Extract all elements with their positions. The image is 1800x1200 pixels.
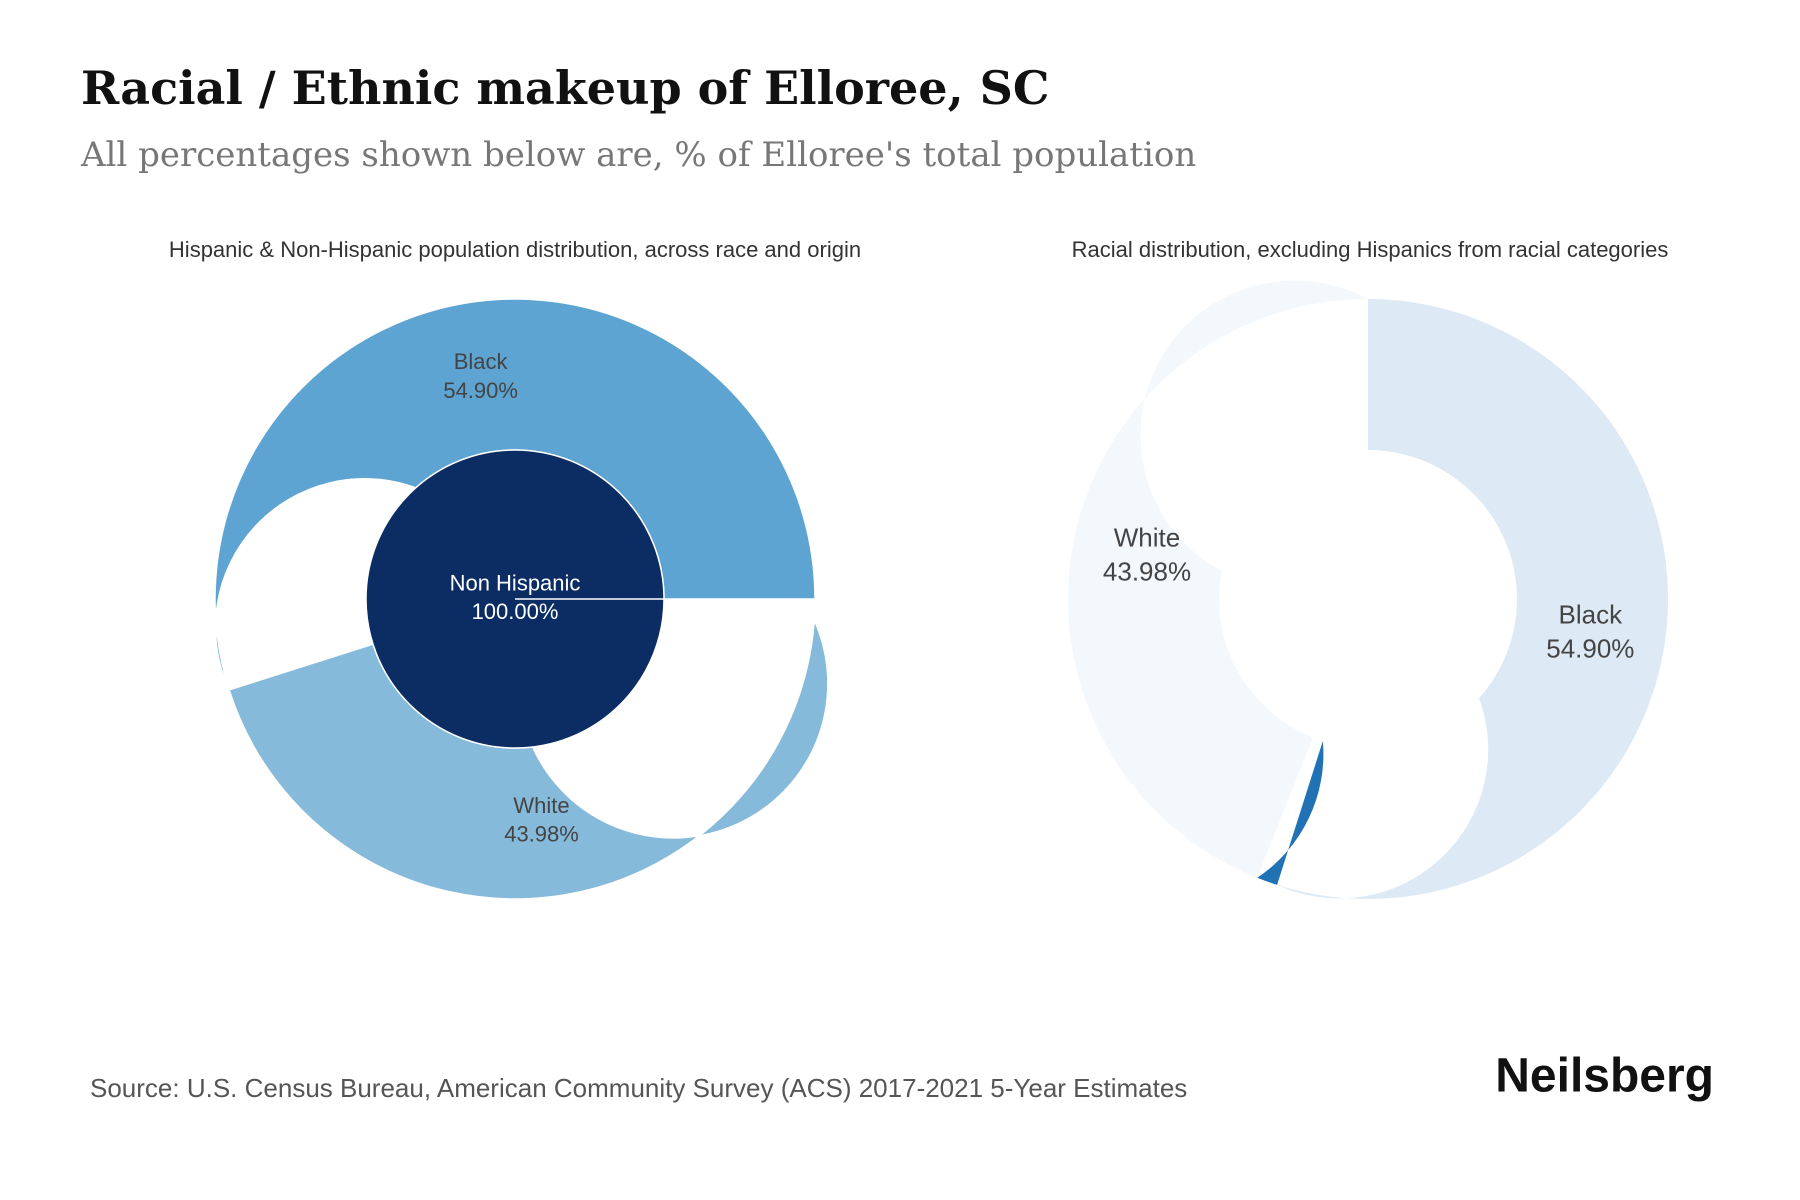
- slice-value-label: 54.90%: [1546, 633, 1634, 663]
- page-subtitle: All percentages shown below are, % of El…: [80, 135, 1196, 175]
- slice: [365, 449, 665, 749]
- slice-label: Black: [454, 349, 509, 374]
- slice-value-label: 100.00%: [472, 599, 559, 624]
- slice: [1257, 740, 1324, 885]
- slice-label: White: [513, 793, 569, 818]
- slice: [1068, 280, 1368, 878]
- brand-logo: Neilsberg: [1495, 1050, 1714, 1103]
- slice-value-label: 43.98%: [504, 822, 579, 847]
- page-title: Racial / Ethnic makeup of Elloree, SC: [81, 61, 1049, 115]
- chart-title: Hispanic & Non-Hispanic population distr…: [169, 237, 861, 262]
- slice-value-label: 54.90%: [443, 378, 518, 403]
- slice: [663, 597, 816, 627]
- slice-label: Black: [1559, 599, 1624, 629]
- slice: [1277, 299, 1668, 899]
- slice-label: White: [1114, 523, 1180, 553]
- chart-title: Racial distribution, excluding Hispanics…: [1072, 237, 1669, 262]
- slice-label: Non Hispanic: [450, 571, 581, 596]
- source-note: Source: U.S. Census Bureau, American Com…: [90, 1073, 1187, 1103]
- slice-value-label: 43.98%: [1103, 556, 1191, 586]
